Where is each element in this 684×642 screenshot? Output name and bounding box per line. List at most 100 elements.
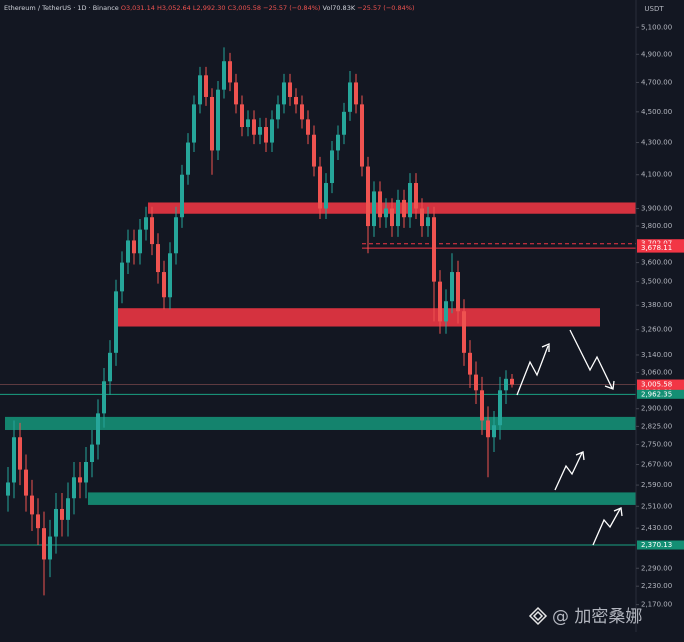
candle-body: [180, 174, 184, 218]
candle-body: [114, 291, 118, 353]
y-tick-label: 2,750.00: [641, 441, 672, 449]
candle-body: [30, 495, 34, 515]
candle-body: [102, 381, 106, 414]
candle-body: [498, 390, 502, 426]
price-tag: [637, 389, 684, 399]
y-tick-label: 3,800.00: [641, 222, 672, 230]
candle-body: [258, 127, 262, 135]
close: C3,005.58: [228, 4, 261, 12]
zone: [5, 416, 636, 430]
candle-body: [42, 528, 46, 560]
candle-body: [366, 166, 370, 227]
candle-body: [402, 199, 406, 218]
price-tag-label: 3,678.11: [641, 244, 672, 252]
high: H3,052.64: [157, 4, 191, 12]
candle-body: [510, 378, 514, 385]
candle-body: [354, 82, 358, 105]
y-tick-label: 4,700.00: [641, 78, 672, 86]
y-tick-label: 2,670.00: [641, 461, 672, 469]
candle-body: [138, 229, 142, 254]
candle-body: [234, 82, 238, 105]
candle-body: [348, 82, 352, 112]
price-tag-label: 2,370.13: [641, 541, 672, 549]
candle-body: [216, 89, 220, 151]
y-tick-label: 2,510.00: [641, 502, 672, 510]
price-tag-label: 2,962.35: [641, 390, 672, 398]
arrow: [569, 329, 613, 389]
y-tick-label: 3,900.00: [641, 205, 672, 213]
candle-body: [384, 208, 388, 218]
change: −25.57 (−0.84%): [263, 4, 320, 12]
volume-change: −25.57 (−0.84%): [357, 4, 414, 12]
candle-body: [186, 142, 190, 175]
zone: [88, 492, 636, 505]
candle-body: [144, 217, 148, 230]
candle-body: [222, 61, 226, 90]
candle-body: [60, 508, 64, 520]
candle-body: [270, 119, 274, 143]
candle-body: [480, 390, 484, 421]
y-tick-label: 4,500.00: [641, 108, 672, 116]
candle-body: [294, 96, 298, 105]
candle-body: [288, 82, 292, 97]
volume: Vol70.83K: [323, 4, 356, 12]
candle-body: [126, 240, 130, 263]
candle-body: [210, 96, 214, 151]
candle-body: [390, 208, 394, 227]
candle-body: [468, 352, 472, 375]
candle-body: [420, 208, 424, 227]
candle-body: [432, 217, 436, 282]
candle-body: [228, 61, 232, 83]
watermark: @ 加密桑娜: [552, 607, 642, 627]
candle-body: [6, 482, 10, 496]
candle-body: [24, 469, 28, 496]
candle-body: [132, 240, 136, 254]
candle-body: [396, 199, 400, 227]
price-tag: [637, 540, 684, 550]
candle-body: [438, 281, 442, 322]
header: Ethereum / TetherUS · 1D · Binance O3,03…: [4, 4, 414, 12]
candle-body: [84, 461, 88, 483]
candle-body: [240, 104, 244, 128]
candle-body: [486, 420, 490, 438]
y-tick-label: 2,900.00: [641, 405, 672, 413]
candle-body: [318, 166, 322, 209]
arrow: [554, 452, 583, 491]
price-tag-label: 3,005.58: [641, 381, 672, 389]
candle-body: [324, 183, 328, 209]
arrow-head: [541, 343, 550, 352]
candle-body: [174, 217, 178, 254]
y-tick-label: 3,140.00: [641, 351, 672, 359]
price-tag: [637, 243, 684, 253]
currency: USDT: [644, 5, 664, 13]
candle-body: [372, 191, 376, 227]
candle-body: [426, 217, 430, 227]
candle-body: [162, 272, 166, 298]
candle-body: [78, 477, 82, 483]
y-tick-label: 2,230.00: [641, 582, 672, 590]
arrow: [592, 508, 621, 546]
y-tick-label: 2,825.00: [641, 422, 672, 430]
candle-body: [264, 127, 268, 143]
symbol: Ethereum / TetherUS · 1D · Binance: [4, 4, 119, 12]
y-tick-label: 3,500.00: [641, 278, 672, 286]
candle-body: [18, 437, 22, 470]
y-tick-label: 4,300.00: [641, 139, 672, 147]
candle-body: [306, 119, 310, 135]
candle-body: [378, 191, 382, 218]
candle-body: [66, 498, 70, 520]
candle-body: [36, 514, 40, 529]
candle-body: [282, 82, 286, 105]
candle-body: [504, 378, 508, 391]
candle-body: [90, 444, 94, 462]
y-tick-label: 2,290.00: [641, 564, 672, 572]
candle-body: [54, 508, 58, 537]
candle-body: [72, 477, 76, 499]
time-axis: [0, 632, 684, 642]
y-tick-label: 5,100.00: [641, 23, 672, 31]
y-tick-label: 2,430.00: [641, 524, 672, 532]
candle-body: [156, 244, 160, 273]
candle-body: [312, 134, 316, 167]
zone: [117, 308, 600, 327]
